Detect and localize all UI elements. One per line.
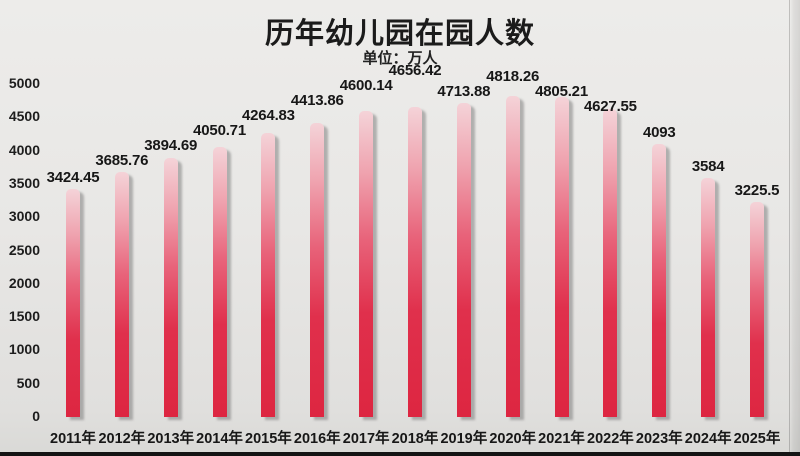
x-axis-label: 2016年	[293, 431, 341, 447]
y-axis-tick-label: 4000	[8, 141, 40, 158]
x-axis-label: 2012年	[98, 431, 146, 447]
value-label: 4093	[642, 124, 676, 142]
x-axis-label: 2017年	[342, 431, 390, 447]
y-axis-tick-label: 4500	[8, 108, 40, 125]
x-axis-label: 2018年	[391, 431, 439, 447]
bar-2024年	[701, 178, 716, 417]
x-axis-label: 2020年	[489, 431, 537, 447]
value-label: 4264.83	[242, 106, 295, 124]
right-edge-shade	[789, 0, 800, 456]
x-axis-label: 2015年	[245, 431, 292, 447]
chart-title: 历年幼儿园在园人数	[264, 18, 535, 50]
bar-2025年	[749, 202, 764, 417]
x-axis-label: 2022年	[587, 431, 634, 447]
bar-2021年	[554, 96, 569, 417]
bar-2019年	[456, 103, 471, 417]
y-axis-tick-label: 0	[32, 408, 40, 424]
y-axis-tick-label: 3000	[8, 208, 40, 225]
bottom-border	[0, 452, 800, 456]
value-label: 4818.26	[486, 68, 540, 86]
x-axis-label: 2013年	[147, 431, 195, 447]
value-label: 3424.45	[46, 168, 100, 186]
bar-2018年	[407, 106, 422, 417]
bar-2015年	[261, 132, 276, 417]
bar-2022年	[603, 108, 618, 417]
bar-2017年	[359, 110, 374, 417]
value-label: 4050.71	[193, 121, 246, 139]
bar-2016年	[310, 123, 325, 417]
value-label: 3894.69	[144, 136, 198, 154]
bar-2012年	[114, 171, 129, 417]
y-axis-tick-label: 1500	[8, 308, 40, 325]
value-label: 4413.86	[290, 91, 344, 109]
y-axis-tick-label: 2500	[8, 241, 40, 258]
value-label: 3685.76	[95, 151, 149, 169]
value-label: 4656.42	[388, 61, 442, 79]
x-axis-label: 2011年	[50, 431, 96, 447]
x-axis-label: 2023年	[635, 431, 683, 447]
chart-subtitle: 单位：万人	[362, 50, 438, 67]
value-label: 4805.21	[535, 83, 588, 101]
y-axis-tick-label: 5000	[8, 75, 40, 91]
y-axis-tick-label: 500	[16, 374, 40, 391]
x-axis-label: 2014年	[196, 431, 243, 447]
bar-2020年	[505, 96, 520, 417]
x-axis-label: 2021年	[538, 431, 585, 447]
x-axis-label: 2024年	[684, 431, 732, 447]
bar-2011年	[66, 188, 80, 417]
bar-2023年	[652, 144, 667, 417]
value-label: 4627.55	[584, 98, 637, 116]
value-label: 3584	[691, 158, 725, 176]
value-label: 4713.88	[437, 83, 491, 101]
y-axis-tick-label: 2000	[8, 274, 40, 291]
bar-2013年	[163, 157, 178, 417]
x-axis-label: 2019年	[440, 431, 488, 447]
x-axis-label: 2025年	[733, 431, 781, 447]
bar-2014年	[212, 147, 227, 417]
value-label: 3225.5	[734, 182, 780, 200]
value-label: 4600.14	[339, 76, 393, 94]
y-axis-tick-label: 1000	[8, 341, 40, 358]
y-axis-tick-label: 3500	[8, 174, 40, 191]
